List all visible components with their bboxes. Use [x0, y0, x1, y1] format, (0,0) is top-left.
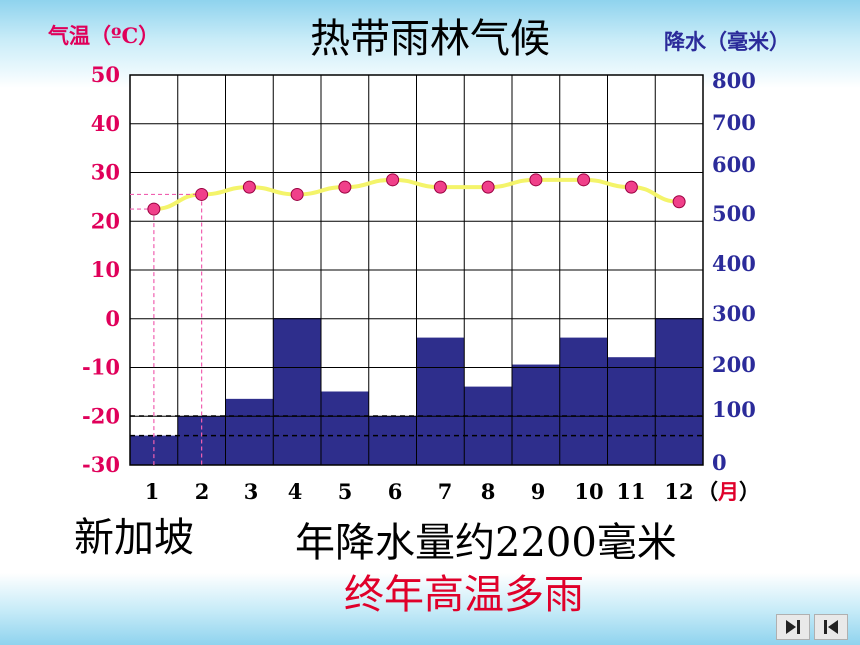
month-label: 7: [438, 479, 453, 504]
precipitation-bar: [273, 318, 321, 465]
temperature-point: [147, 202, 161, 216]
precipitation-tick-label: 800: [712, 68, 756, 93]
precipitation-tick-label: 100: [712, 397, 756, 422]
precipitation-bar: [321, 391, 369, 465]
temperature-point: [529, 173, 543, 187]
annual-precipitation: 年降水量约2200毫米: [295, 520, 677, 566]
temperature-tick-label: -30: [82, 452, 120, 477]
precipitation-tick-label: 200: [712, 352, 756, 377]
temperature-tick-label: 40: [91, 111, 120, 136]
precipitation-tick-label: 600: [712, 152, 756, 177]
month-label: 3: [244, 479, 259, 504]
temperature-tick-label: 20: [91, 208, 120, 233]
temperature-point: [195, 187, 209, 201]
month-label: 8: [481, 479, 496, 504]
month-label: 6: [388, 479, 403, 504]
skip-next-icon: [786, 620, 800, 634]
month-label: 9: [531, 479, 546, 504]
temperature-point: [386, 173, 400, 187]
temperature-tick-label: 10: [91, 257, 120, 282]
temperature-point: [338, 180, 352, 194]
month-label: 12: [664, 479, 693, 504]
precipitation-bar: [512, 364, 560, 465]
next-slide-button[interactable]: [776, 614, 810, 640]
temperature-point: [290, 187, 304, 201]
temperature-point: [577, 173, 591, 187]
precipitation-bar: [368, 416, 417, 465]
precipitation-bar: [464, 386, 512, 465]
temperature-tick-label: -20: [82, 403, 120, 428]
precipitation-tick-label: 700: [712, 110, 756, 135]
climate-chart: 50403020100-10-20-3080070060050040030020…: [82, 62, 760, 504]
temperature-tick-label: 0: [105, 306, 120, 331]
plot-frame: [129, 74, 704, 466]
precipitation-bar: [225, 398, 274, 465]
month-label: 1: [145, 479, 160, 504]
page-title: 热带雨林气候: [310, 16, 550, 62]
climate-summary: 终年高温多雨: [344, 572, 584, 618]
temperature-tick-label: 30: [91, 160, 120, 185]
skip-previous-icon: [824, 620, 838, 634]
month-unit-label: （月）: [697, 479, 760, 504]
month-label: 4: [288, 479, 303, 504]
temperature-point: [624, 180, 638, 194]
precipitation-tick-label: 400: [712, 251, 756, 276]
precipitation-bar: [655, 318, 703, 465]
precipitation-tick-label: 500: [712, 201, 756, 226]
month-label: 10: [574, 479, 603, 504]
precipitation-bar: [416, 337, 465, 465]
temperature-tick-label: 50: [91, 62, 120, 87]
header-background: [0, 0, 860, 88]
temperature-axis-label: 气温（ºC）: [48, 23, 160, 48]
precipitation-bar: [607, 357, 656, 465]
previous-slide-button[interactable]: [814, 614, 848, 640]
city-name: 新加坡: [74, 515, 194, 561]
precipitation-tick-label: 300: [712, 301, 756, 326]
temperature-tick-label: -10: [82, 355, 120, 380]
month-label: 5: [338, 479, 353, 504]
month-label: 11: [616, 479, 645, 504]
precipitation-tick-label: 0: [712, 450, 727, 475]
temperature-point: [481, 180, 495, 194]
temperature-point: [242, 180, 256, 194]
precipitation-bar: [559, 337, 608, 465]
footer-background: [0, 573, 860, 645]
month-label: 2: [195, 479, 210, 504]
temperature-point: [433, 180, 447, 194]
precipitation-axis-label: 降水（毫米）: [664, 29, 790, 54]
temperature-point: [672, 195, 686, 209]
